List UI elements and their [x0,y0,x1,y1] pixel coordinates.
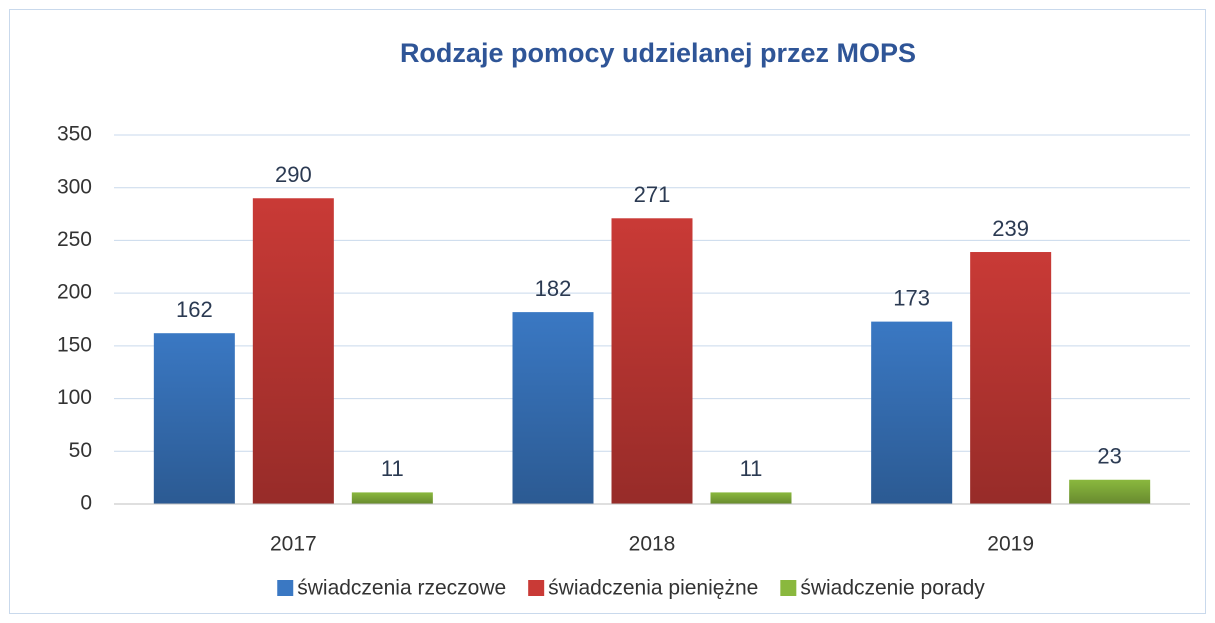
x-tick-label: 2017 [270,533,317,556]
bar [351,492,433,504]
bar [153,333,235,504]
y-tick-label: 250 [57,228,92,251]
data-label: 11 [740,456,763,481]
bar [252,198,334,504]
data-label: 239 [992,216,1029,241]
data-label: 182 [535,276,572,301]
y-tick-label: 100 [57,386,92,409]
bar [611,218,693,504]
data-label: 290 [275,162,312,187]
y-tick-label: 200 [57,281,92,304]
data-label: 11 [381,456,404,481]
y-tick-label: 350 [57,123,92,146]
x-tick-label: 2019 [987,533,1034,556]
legend-label: świadczenie porady [800,577,985,600]
bar [871,321,953,504]
legend-label: świadczenia rzeczowe [297,577,506,600]
bar [1069,479,1151,504]
bar [970,252,1052,504]
legend-swatch [780,580,797,596]
data-label: 23 [1097,444,1121,469]
chart-title: Rodzaje pomocy udzielanej przez MOPS [400,38,916,68]
y-tick-label: 150 [57,333,92,356]
data-label: 173 [893,285,930,310]
legend-label: świadczenia pieniężne [548,577,758,600]
x-tick-label: 2018 [629,533,676,556]
bar [710,492,792,504]
data-label: 271 [634,182,671,207]
bar [512,312,594,504]
data-label: 162 [176,297,213,322]
y-tick-label: 300 [57,175,92,198]
legend-swatch [277,580,294,596]
y-tick-label: 0 [80,492,92,515]
y-tick-label: 50 [69,439,92,462]
legend-swatch [528,580,545,596]
